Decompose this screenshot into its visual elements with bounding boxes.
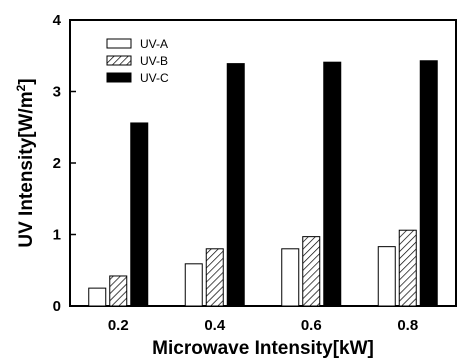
bar-uv-c-0.4 (226, 63, 245, 307)
bar-uv-b-0.8 (398, 229, 417, 307)
y-axis-title-main: UV Intensity[W/m (16, 91, 37, 247)
bar-uv-c-0.2 (130, 122, 149, 307)
bar-uv-b-0.6 (302, 236, 321, 307)
bar-uv-b-0.4 (205, 248, 224, 307)
bar-uv-a-0.4 (184, 263, 203, 307)
y-axis-title: UV Intensity[W/m2] (14, 78, 37, 247)
y-axis-title-close: ] (16, 78, 37, 84)
x-axis-title: Microwave Intensity[kW] (152, 338, 374, 359)
y-axis-title-superscript: 2 (14, 84, 28, 91)
legend-swatch-uv-c (106, 72, 132, 83)
x-tick-label: 0.8 (397, 317, 418, 334)
y-axis: 0 1 2 3 4 (53, 12, 76, 315)
y-tick-label: 0 (53, 298, 61, 315)
y-tick-label: 3 (53, 84, 61, 101)
legend-label-uv-b: UV-B (140, 54, 168, 68)
legend-swatch-uv-b (106, 55, 132, 66)
legend-label-uv-c: UV-C (140, 71, 169, 85)
bar-uv-c-0.8 (419, 60, 438, 307)
y-tick-label: 1 (53, 227, 61, 244)
bar-uv-c-0.6 (323, 61, 342, 307)
legend-label-uv-a: UV-A (140, 37, 168, 51)
legend-swatch-uv-a (106, 38, 132, 49)
x-tick-label: 0.4 (204, 317, 226, 334)
y-tick-label: 4 (53, 12, 62, 29)
x-tick-label: 0.2 (108, 317, 129, 334)
bar-uv-a-0.8 (377, 246, 396, 307)
legend: UV-A UV-B UV-C (106, 37, 169, 85)
y-tick-label: 2 (53, 155, 61, 172)
bar-uv-b-0.2 (109, 275, 128, 307)
bar-uv-a-0.6 (281, 248, 300, 307)
bars (88, 60, 438, 307)
bar-uv-a-0.2 (88, 287, 107, 307)
x-tick-label: 0.6 (301, 317, 322, 334)
